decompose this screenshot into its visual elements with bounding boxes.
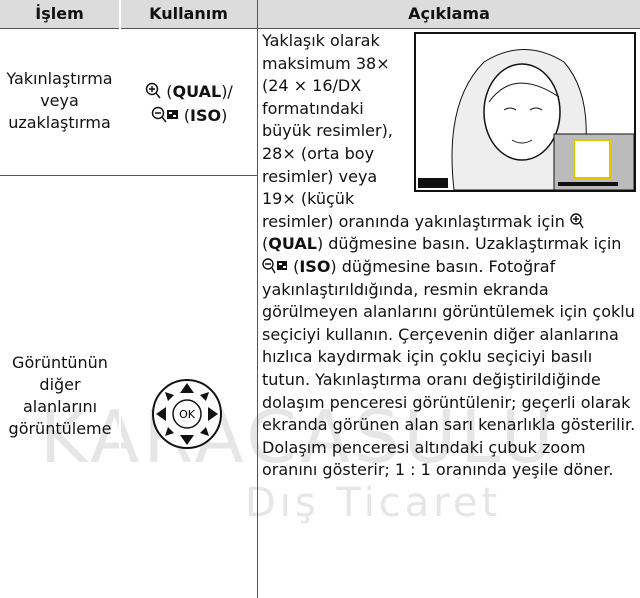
screen-illustration xyxy=(414,32,636,192)
text: ( xyxy=(293,256,300,276)
header-cell: İşlem xyxy=(0,0,119,28)
text: ) düğmesine basın. Uzaklaştırmak için xyxy=(316,234,622,254)
action: Görüntünün diğer alanlarını görüntüleme xyxy=(8,353,112,438)
text: ) düğmesine basın. Fotoğraf yakınlaştırı… xyxy=(262,256,636,480)
key: ISO xyxy=(299,256,331,276)
action: Yakınlaştırma veya uzaklaştırma xyxy=(6,69,113,132)
header-cell: Kullanım xyxy=(120,0,257,28)
text: ( xyxy=(183,106,190,125)
header-cell: Açıklama xyxy=(258,0,640,28)
watermark: Dış Ticaret xyxy=(245,480,502,526)
zoom-out-icon xyxy=(262,258,287,274)
multi-selector-icon: OK xyxy=(152,379,222,449)
key: QUAL xyxy=(268,234,317,254)
usage: (QUAL)/ (ISO) xyxy=(122,80,256,128)
zoom-in-icon xyxy=(145,82,161,99)
text: Yaklaşık olarak maksimum 38× (24 × 16/DX… xyxy=(262,31,565,231)
svg-text:OK: OK xyxy=(179,408,196,421)
rule xyxy=(0,175,257,176)
zoom-out-icon xyxy=(151,106,178,123)
description: Yaklaşık olarak maksimum 38× (24 × 16/DX… xyxy=(262,30,636,482)
text: ) xyxy=(221,106,228,125)
watermark: KARACASULU xyxy=(40,395,558,479)
rule xyxy=(0,28,640,29)
key: ISO xyxy=(190,106,222,125)
text: )/ xyxy=(221,82,233,101)
text: ( xyxy=(262,234,269,254)
text: ( xyxy=(166,82,173,101)
key: QUAL xyxy=(172,82,222,101)
rule xyxy=(119,0,121,598)
rule xyxy=(257,0,258,598)
zoom-in-icon xyxy=(570,213,584,229)
